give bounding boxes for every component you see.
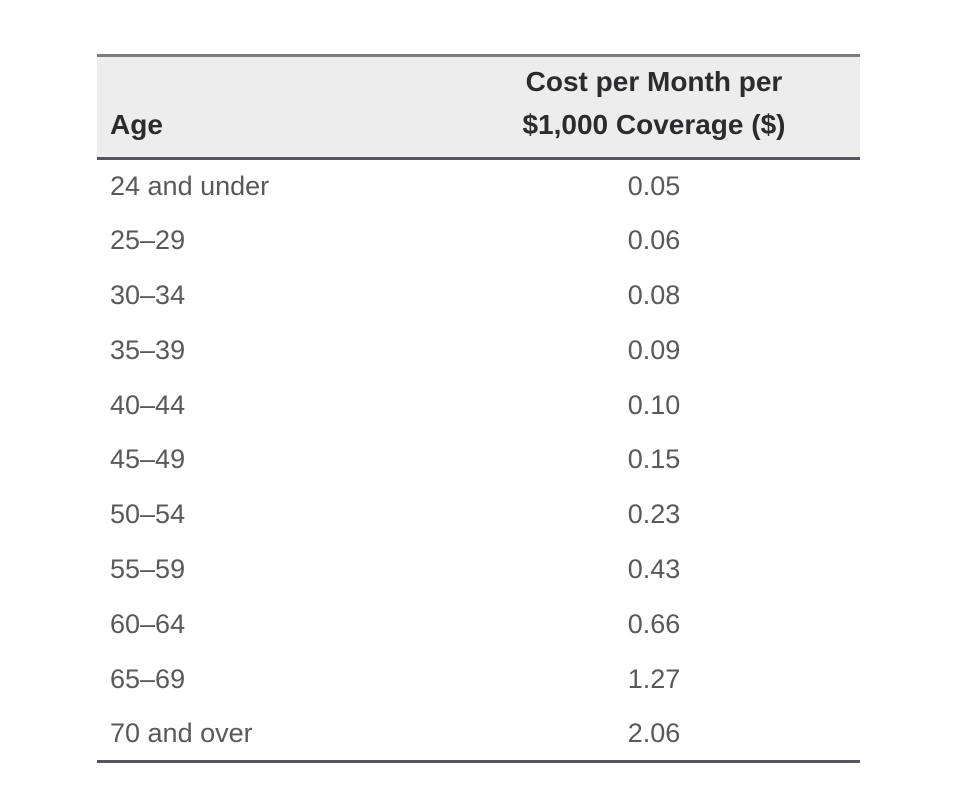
cost-column-header-line2: $1,000 Coverage ($) (522, 109, 786, 140)
table-row: 70 and over 2.06 (97, 706, 860, 763)
insurance-rate-table: Age Cost per Month per $1,000 Coverage (… (97, 54, 860, 763)
table-row: 40–44 0.10 (97, 378, 860, 433)
table-row: 60–64 0.66 (97, 597, 860, 652)
age-column-header: Age (97, 54, 448, 160)
header-row: Age Cost per Month per $1,000 Coverage (… (97, 54, 860, 160)
age-cell: 65–69 (110, 663, 186, 694)
table-row: 50–54 0.23 (97, 487, 860, 542)
table-row: 25–29 0.06 (97, 213, 860, 268)
cost-column-header: Cost per Month per $1,000 Coverage ($) (447, 54, 860, 160)
cost-cell: 0.08 (627, 279, 681, 310)
age-cell: 60–64 (110, 608, 186, 639)
cost-cell: 0.09 (627, 334, 681, 365)
age-cell: 25–29 (110, 225, 186, 256)
age-cell: 40–44 (110, 389, 186, 420)
cost-cell: 0.05 (627, 171, 681, 202)
age-cell: 55–59 (110, 553, 186, 584)
cost-cell: 1.27 (627, 663, 681, 694)
cost-cell: 0.23 (627, 499, 681, 530)
table-row: 24 and under 0.05 (97, 159, 860, 214)
cost-cell: 0.10 (627, 389, 681, 420)
table-row: 35–39 0.09 (97, 323, 860, 378)
cost-cell: 2.06 (447, 706, 860, 763)
table-row: 65–69 1.27 (97, 652, 860, 707)
cost-cell: 0.06 (627, 225, 681, 256)
age-cell: 30–34 (110, 279, 186, 310)
cost-cell: 0.66 (627, 608, 681, 639)
table-row: 30–34 0.08 (97, 268, 860, 323)
table-row: 55–59 0.43 (97, 542, 860, 597)
age-cell: 35–39 (110, 334, 186, 365)
table-row: 45–49 0.15 (97, 432, 860, 487)
age-cell: 45–49 (110, 444, 186, 475)
cost-cell: 0.15 (627, 444, 681, 475)
cost-cell: 0.43 (627, 553, 681, 584)
table-body: 24 and under 0.05 25–29 0.06 30–34 0.08 35–39 0… (97, 159, 860, 763)
cost-column-header-line1: Cost per Month per (525, 66, 783, 97)
age-cell: 70 and over (97, 706, 448, 763)
age-cell: 24 and under (110, 171, 270, 202)
age-cell: 50–54 (110, 499, 186, 530)
table-header: Age Cost per Month per $1,000 Coverage (… (97, 54, 860, 160)
